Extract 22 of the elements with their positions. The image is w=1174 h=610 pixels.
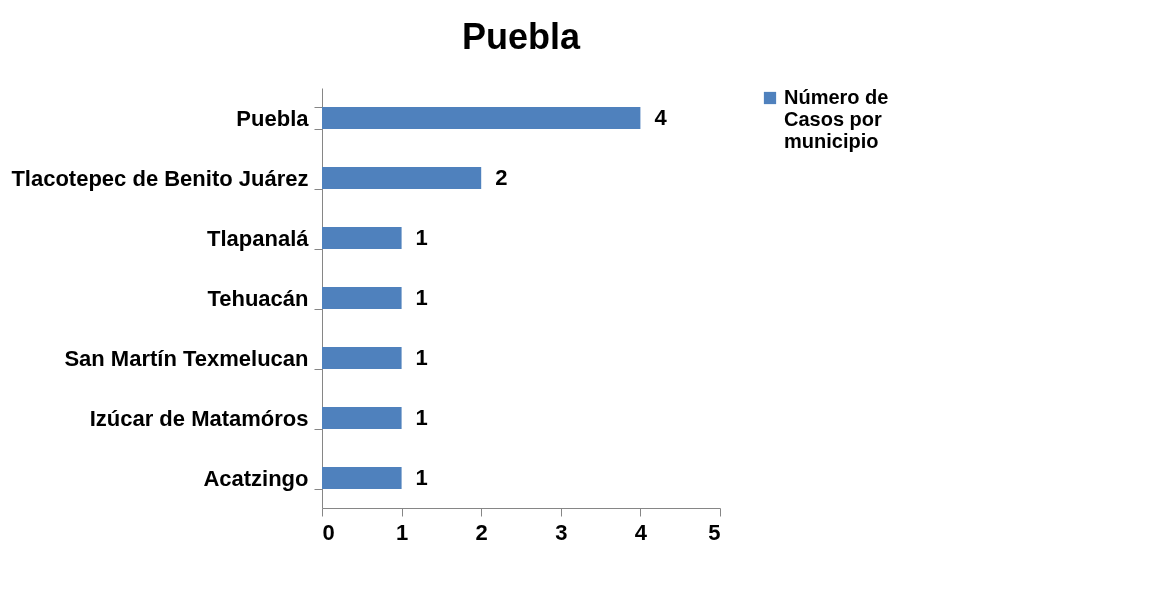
x-tick-label: 5 bbox=[708, 519, 721, 545]
y-tick-label: Tlapanalá bbox=[207, 225, 310, 251]
x-tick-label: 4 bbox=[634, 519, 648, 545]
data-label: 1 bbox=[415, 225, 428, 250]
data-label: 4 bbox=[654, 105, 668, 130]
y-tick-label: Izúcar de Matamóros bbox=[89, 405, 309, 431]
data-label: 1 bbox=[415, 285, 428, 310]
y-tick-label: Puebla bbox=[236, 105, 310, 131]
y-tick-label: San Martín Texmelucan bbox=[64, 345, 309, 371]
y-tick-label: Tlacotepec de Benito Juárez bbox=[11, 165, 309, 191]
data-label: 1 bbox=[415, 345, 428, 370]
chart-title: Puebla bbox=[461, 16, 581, 57]
legend-label: Número de Casos por municipio bbox=[784, 86, 889, 152]
data-label: 2 bbox=[495, 165, 508, 190]
x-tick-label: 2 bbox=[475, 519, 488, 545]
data-label: 1 bbox=[415, 405, 428, 430]
x-tick-label: 1 bbox=[395, 519, 409, 545]
x-tick-label: 0 bbox=[322, 519, 335, 545]
y-tick-label: Tehuacán bbox=[207, 285, 309, 311]
data-label: 1 bbox=[415, 465, 428, 490]
y-tick-label: Acatzingo bbox=[203, 465, 309, 491]
x-tick-label: 3 bbox=[555, 519, 568, 545]
